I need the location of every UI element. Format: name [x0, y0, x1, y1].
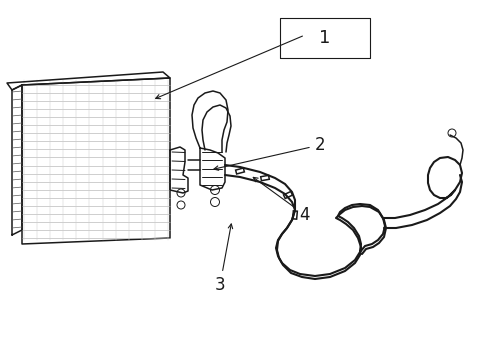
- Text: 1: 1: [319, 29, 330, 47]
- Bar: [292, 211, 297, 219]
- Text: 3: 3: [214, 224, 232, 294]
- Text: 2: 2: [213, 136, 325, 170]
- Text: 4: 4: [253, 177, 309, 224]
- Bar: [260, 175, 269, 181]
- Bar: [235, 168, 244, 174]
- Bar: [283, 192, 292, 198]
